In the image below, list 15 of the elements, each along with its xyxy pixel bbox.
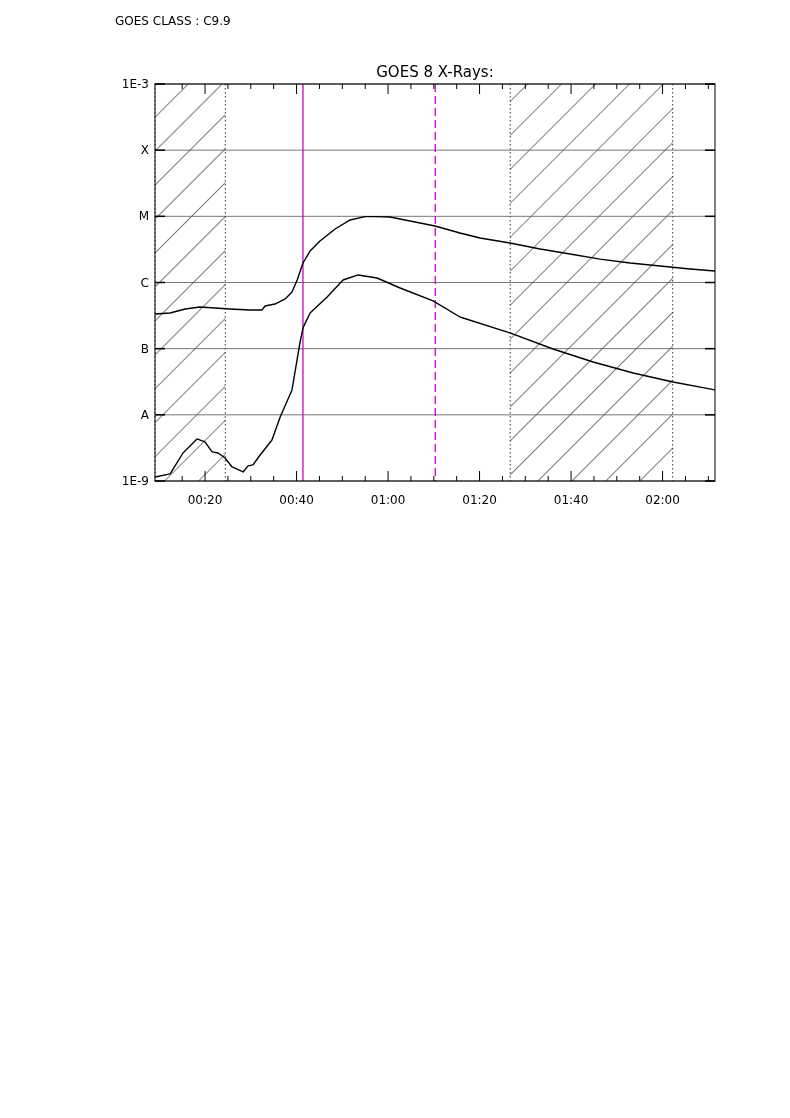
- y-tick-label: M: [138, 209, 149, 224]
- y-tick-label: B: [140, 341, 149, 356]
- chart-title: GOES 8 X-Rays:: [376, 63, 494, 81]
- x-tick-label: 00:40: [279, 493, 314, 507]
- y-tick-label: 1E-9: [121, 474, 149, 488]
- x-tick-label: 02:00: [645, 493, 680, 507]
- y-tick-label: X: [140, 143, 149, 158]
- y-tick-label: C: [140, 275, 149, 290]
- y-tick-label: 1E-3: [121, 77, 149, 91]
- x-tick-label: 01:00: [370, 493, 406, 507]
- x-tick-label: 00:20: [187, 493, 223, 507]
- y-tick-label: A: [140, 407, 150, 422]
- text: GOES CLASS : C9.9: [115, 14, 231, 28]
- x-tick-label: 01:40: [553, 493, 589, 507]
- x-tick-label: 01:20: [462, 493, 497, 507]
